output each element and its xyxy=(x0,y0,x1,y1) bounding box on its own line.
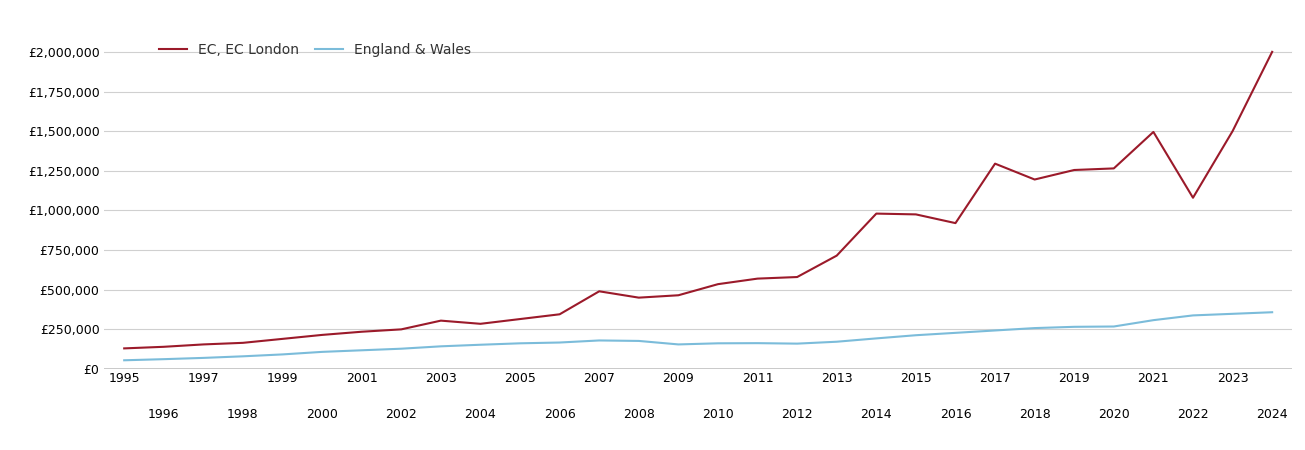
Text: 2020: 2020 xyxy=(1098,408,1130,421)
EC, EC London xyxy=(790,274,805,280)
England & Wales xyxy=(591,338,607,343)
EC, EC London xyxy=(671,292,686,298)
EC, EC London xyxy=(868,211,883,216)
England & Wales xyxy=(354,347,369,353)
Text: 2022: 2022 xyxy=(1177,408,1208,421)
Legend: EC, EC London, England & Wales: EC, EC London, England & Wales xyxy=(159,43,471,57)
England & Wales xyxy=(1105,324,1121,329)
England & Wales xyxy=(908,333,924,338)
Text: 2012: 2012 xyxy=(782,408,813,421)
Text: 2014: 2014 xyxy=(860,408,893,421)
EC, EC London xyxy=(947,220,963,226)
England & Wales xyxy=(1224,311,1240,316)
EC, EC London xyxy=(315,332,330,338)
EC, EC London xyxy=(235,340,251,346)
Text: 2016: 2016 xyxy=(940,408,971,421)
Text: 2000: 2000 xyxy=(307,408,338,421)
England & Wales xyxy=(1066,324,1082,329)
EC, EC London xyxy=(632,295,647,300)
EC, EC London xyxy=(275,336,291,342)
Text: 2018: 2018 xyxy=(1019,408,1051,421)
England & Wales xyxy=(1146,317,1161,323)
England & Wales xyxy=(472,342,488,347)
England & Wales xyxy=(275,352,291,357)
England & Wales xyxy=(1027,325,1043,331)
England & Wales xyxy=(512,341,527,346)
England & Wales xyxy=(235,354,251,359)
Text: 2024: 2024 xyxy=(1257,408,1288,421)
EC, EC London xyxy=(988,161,1004,166)
England & Wales xyxy=(552,340,568,345)
EC, EC London xyxy=(1146,129,1161,135)
EC, EC London xyxy=(1066,167,1082,173)
England & Wales xyxy=(710,341,726,346)
EC, EC London xyxy=(354,329,369,334)
EC, EC London xyxy=(155,344,171,350)
England & Wales xyxy=(988,328,1004,333)
England & Wales xyxy=(868,336,883,341)
EC, EC London xyxy=(1224,128,1240,134)
Text: 1998: 1998 xyxy=(227,408,258,421)
England & Wales xyxy=(393,346,408,351)
EC, EC London xyxy=(829,253,844,258)
EC, EC London xyxy=(591,288,607,294)
England & Wales xyxy=(315,349,330,355)
England & Wales xyxy=(632,338,647,344)
England & Wales xyxy=(433,344,449,349)
England & Wales xyxy=(196,355,211,360)
EC, EC London xyxy=(749,276,765,281)
England & Wales xyxy=(790,341,805,346)
EC, EC London xyxy=(472,321,488,327)
EC, EC London xyxy=(116,346,132,351)
EC, EC London xyxy=(512,316,527,322)
EC, EC London xyxy=(196,342,211,347)
Line: EC, EC London: EC, EC London xyxy=(124,52,1272,348)
EC, EC London xyxy=(433,318,449,324)
EC, EC London xyxy=(552,311,568,317)
Text: 2004: 2004 xyxy=(465,408,496,421)
Text: 2002: 2002 xyxy=(385,408,418,421)
EC, EC London xyxy=(710,281,726,287)
EC, EC London xyxy=(393,327,408,332)
England & Wales xyxy=(1265,310,1280,315)
Text: 2006: 2006 xyxy=(544,408,576,421)
England & Wales xyxy=(829,339,844,344)
Text: 1996: 1996 xyxy=(147,408,180,421)
Text: 2008: 2008 xyxy=(622,408,655,421)
EC, EC London xyxy=(1265,49,1280,54)
EC, EC London xyxy=(908,212,924,217)
England & Wales xyxy=(947,330,963,336)
EC, EC London xyxy=(1105,166,1121,171)
EC, EC London xyxy=(1185,195,1201,200)
England & Wales xyxy=(155,356,171,362)
England & Wales xyxy=(116,358,132,363)
Text: 2010: 2010 xyxy=(702,408,733,421)
EC, EC London xyxy=(1027,177,1043,182)
Line: England & Wales: England & Wales xyxy=(124,312,1272,360)
England & Wales xyxy=(749,341,765,346)
England & Wales xyxy=(671,342,686,347)
England & Wales xyxy=(1185,313,1201,318)
